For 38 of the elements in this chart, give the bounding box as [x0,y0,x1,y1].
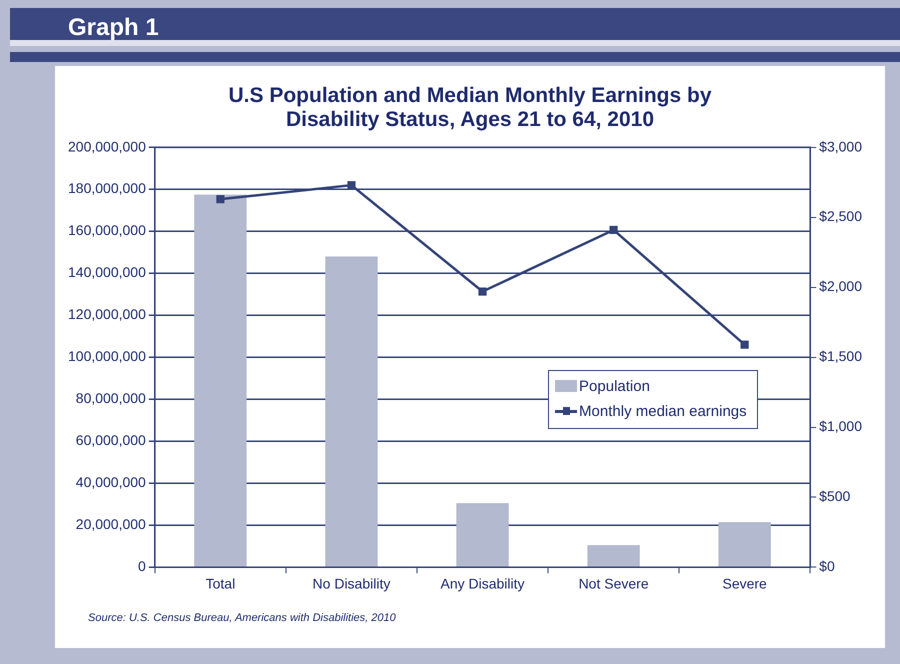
legend-label: Monthly median earnings [579,402,747,420]
y2-tick-label: $1,500 [819,348,862,364]
bar [718,522,771,566]
y2-tick-label: $500 [819,488,851,504]
x-tick-label: Severe [722,575,768,592]
y-tick-label: 20,000,000 [76,516,146,532]
x-tick-label: No Disability [312,575,390,592]
bar [325,256,378,566]
y-tick-label: 100,000,000 [68,348,146,364]
x-tick-label: Not Severe [578,575,649,592]
source-note: Source: U.S. Census Bureau, Americans with Disabilities, 2010 [88,612,396,624]
y-tick-label: 40,000,000 [76,474,146,490]
y-tick-label: 180,000,000 [68,180,146,196]
y2-tick-label: $2,000 [819,278,862,294]
point [478,287,487,296]
y-tick-label: 160,000,000 [68,222,146,238]
y-tick-label: 60,000,000 [76,432,146,448]
bar [587,545,640,566]
y-tick-label: 200,000,000 [68,138,146,154]
y2-tick-label: $3,000 [819,138,862,154]
y2-tick-label: $0 [819,558,835,574]
legend-label: Population [579,378,650,395]
y-tick-label: 120,000,000 [68,306,146,322]
point [610,226,618,234]
bar [456,503,509,566]
x-tick-label: Total [206,575,236,592]
chart-title: U.S Population and Median Monthly Earnings by Disability Status, Ages 21 to 64, 2010 [227,84,713,132]
point [216,195,224,204]
y-tick-label: 0 [138,558,146,574]
x-tick-label: Any Disability [440,575,525,592]
y2-tick-label: $2,500 [819,208,862,224]
y-tick-label: 140,000,000 [68,264,146,280]
y2-tick-label: $1,000 [819,418,862,434]
point [740,340,749,349]
y-tick-label: 80,000,000 [76,390,146,406]
bar [194,194,247,566]
caption: Graph 1 [10,8,900,46]
point [347,181,356,190]
